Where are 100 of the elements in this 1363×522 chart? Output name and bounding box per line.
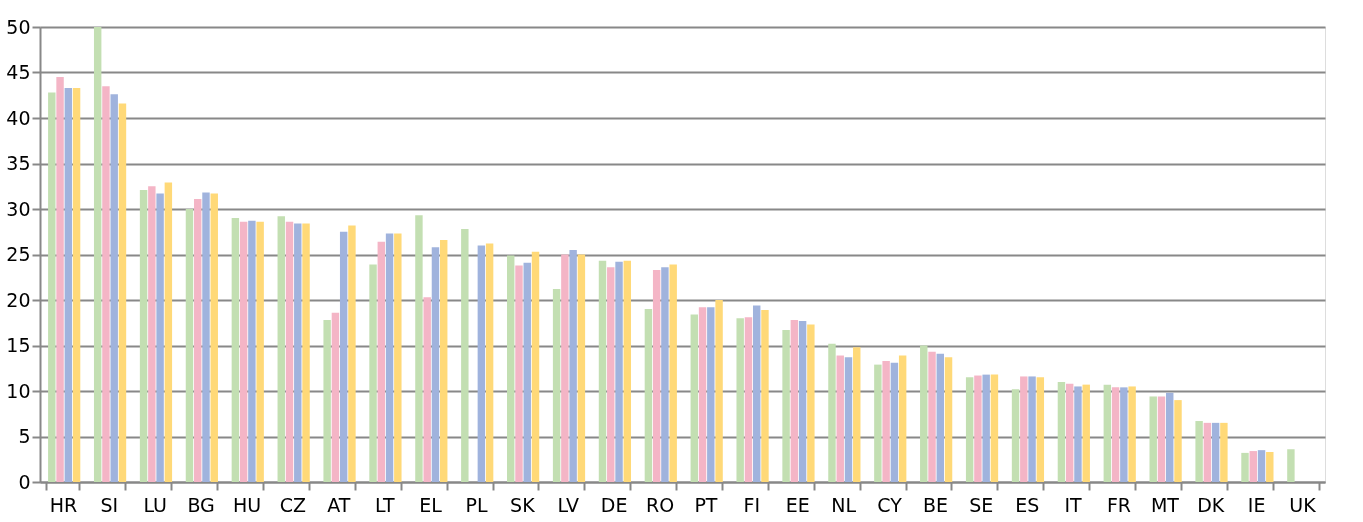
bar	[1174, 400, 1182, 482]
bar	[1057, 381, 1066, 482]
bar	[752, 305, 761, 482]
bar	[477, 245, 486, 482]
bar	[1020, 376, 1028, 482]
x-tick-label: HU	[232, 493, 262, 516]
bar	[669, 264, 677, 482]
x-tick-label: RO	[645, 493, 675, 516]
bar	[577, 254, 586, 482]
bar	[607, 267, 615, 482]
x-tick-label: CY	[877, 493, 903, 516]
bar	[644, 309, 653, 482]
bar	[982, 374, 990, 482]
bar	[569, 249, 577, 482]
bar	[348, 225, 356, 482]
bar	[652, 269, 661, 482]
bar	[920, 345, 928, 482]
x-tick-label: UK	[1289, 493, 1317, 516]
bar	[415, 215, 423, 482]
bar	[331, 312, 340, 482]
bar	[194, 198, 202, 482]
x-tick-label: EE	[785, 493, 810, 516]
bar	[698, 307, 707, 482]
bar	[531, 251, 540, 482]
bar	[285, 221, 294, 482]
bar	[164, 182, 173, 482]
bar	[1249, 451, 1257, 482]
bar	[1103, 384, 1112, 482]
y-tick-label: 25	[6, 243, 31, 265]
bar	[661, 267, 669, 482]
x-tick-label: PL	[465, 493, 488, 516]
x-tick-label: BG	[187, 493, 215, 516]
bar	[928, 351, 936, 482]
bar	[423, 297, 431, 482]
y-tick-label: 10	[6, 379, 31, 402]
bar	[836, 355, 844, 482]
bar	[523, 262, 531, 482]
bar	[102, 86, 110, 482]
x-tick-label: LT	[374, 493, 395, 516]
x-tick-label: DE	[600, 493, 628, 516]
x-tick-label: SK	[510, 493, 536, 516]
x-tick-label: EL	[419, 493, 443, 516]
x-tick-label: LV	[557, 493, 580, 516]
bar	[1195, 421, 1203, 482]
bar	[974, 375, 982, 482]
bar	[623, 260, 632, 482]
bar	[394, 233, 402, 482]
bar	[561, 254, 569, 482]
bar	[936, 353, 944, 482]
bar	[898, 355, 907, 482]
bar	[790, 320, 799, 482]
bar	[210, 193, 218, 482]
bar	[615, 261, 623, 482]
bar	[890, 362, 899, 482]
bar	[256, 221, 264, 482]
x-tick-label: BE	[922, 493, 948, 516]
bar	[385, 233, 394, 482]
bar	[294, 223, 302, 482]
y-tick-label: 35	[6, 152, 31, 174]
bar	[1065, 383, 1074, 482]
x-tick-label: FI	[743, 493, 761, 516]
bar	[807, 324, 815, 482]
bar	[1074, 386, 1082, 482]
bar	[64, 87, 73, 482]
bar	[323, 320, 331, 482]
y-tick-label: 15	[6, 334, 31, 356]
bar	[248, 220, 256, 482]
bar	[1036, 377, 1045, 482]
bar	[782, 330, 790, 482]
bar	[1028, 376, 1036, 482]
bar	[148, 186, 156, 482]
bar	[707, 307, 715, 482]
bar	[1111, 387, 1120, 482]
bar	[156, 193, 164, 482]
bar	[1266, 451, 1274, 482]
x-tick-label: DK	[1197, 493, 1225, 516]
bar	[1082, 384, 1090, 482]
bar	[882, 360, 890, 482]
x-tick-label: AT	[327, 493, 351, 516]
bar	[72, 87, 81, 482]
bar	[1287, 449, 1295, 482]
bar	[1128, 386, 1136, 482]
bar	[853, 347, 861, 482]
bar	[1166, 392, 1174, 482]
y-tick-label: 45	[6, 61, 31, 83]
bar	[277, 216, 285, 482]
x-tick-label: LU	[143, 493, 168, 516]
bar	[874, 364, 882, 482]
bar	[1241, 452, 1249, 482]
bar	[761, 310, 769, 482]
bar	[461, 229, 469, 482]
bar	[798, 320, 807, 482]
x-tick-label: HR	[49, 493, 78, 516]
y-tick-label: 30	[6, 197, 31, 220]
bar	[1211, 422, 1220, 482]
bar	[507, 255, 515, 482]
bar	[118, 103, 127, 482]
y-tick-label: 20	[6, 288, 31, 311]
bar	[202, 192, 210, 482]
bar	[110, 94, 118, 482]
